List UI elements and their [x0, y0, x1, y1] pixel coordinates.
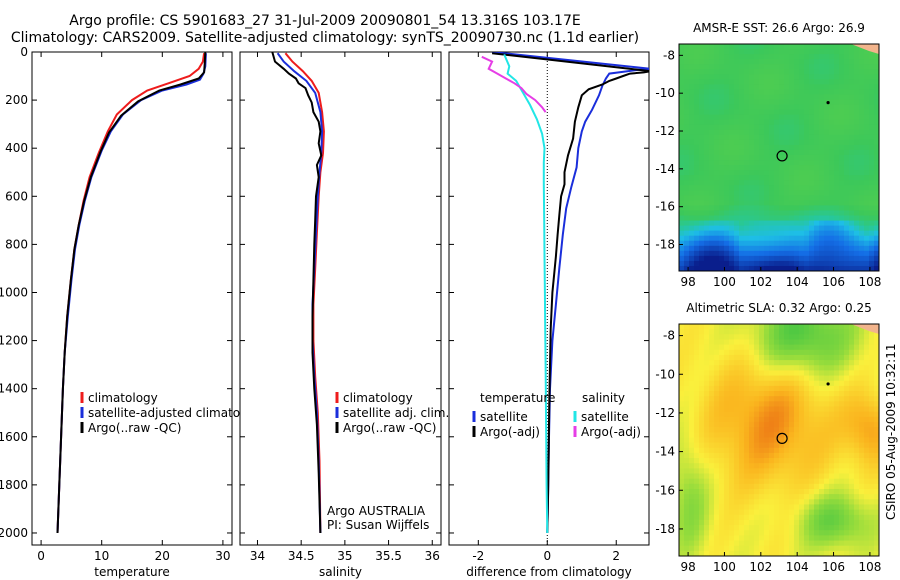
x-tick-label: 34.5 [288, 549, 315, 563]
x-tick-label: 20 [155, 549, 170, 563]
x-tick-label: 104 [786, 275, 809, 289]
previous-position-marker [826, 101, 830, 105]
y-tick-label: 1800 [0, 478, 28, 492]
y-tick-label: 1200 [0, 334, 28, 348]
legend-label: satellite [581, 410, 629, 424]
panel-annotation: PI: Susan Wijffels [327, 518, 429, 532]
y-tick-label: 800 [5, 237, 28, 251]
y-tick-label: 0 [20, 45, 28, 59]
panel-salinity: 34 34.5 35 35.5 36 salinity climatologysatelli… [239, 51, 449, 579]
profile-position-marker [776, 432, 788, 444]
x-axis-label: salinity [319, 565, 362, 579]
x-tick-label: 0 [37, 549, 45, 563]
series-line-3 [56, 52, 207, 534]
x-tick-label: 98 [680, 275, 695, 289]
x-tick-label: 10 [94, 549, 109, 563]
y-tick-label: -12 [655, 406, 675, 420]
y-tick-label: -18 [655, 522, 675, 536]
series-line-1 [491, 52, 649, 534]
y-tick-label: -12 [655, 124, 675, 138]
y-tick-label: 2000 [0, 526, 28, 540]
y-tick-label: 200 [5, 93, 28, 107]
x-tick-label: 98 [680, 560, 695, 574]
panel-temperature: 0 10 20 30 0 200 400 600 800 1000 1200 1400 1600 1800… [0, 45, 266, 579]
x-tick-label: 108 [858, 560, 881, 574]
land-patch [851, 44, 879, 54]
y-tick-label: 400 [5, 141, 28, 155]
figure-title-line-1: Argo profile: CS 5901683_27 31-Jul-2009 … [69, 13, 581, 29]
sst-map: 98 100 102 104 106 108 -8 -10 -12 -14 -16 -18 AMSR-E… [655, 21, 881, 289]
y-tick-label: -8 [663, 329, 675, 343]
y-tick-label: -18 [655, 238, 675, 252]
x-tick-label: 35 [337, 549, 352, 563]
y-tick-label: 600 [5, 189, 28, 203]
map-title: Altimetric SLA: 0.32 Argo: 0.25 [686, 301, 871, 315]
sla-map: 98 100 102 104 106 108 -8 -10 -12 -14 -16 -18 Altime… [655, 301, 881, 574]
x-tick-label: 108 [858, 275, 881, 289]
legend-header: salinity [582, 391, 625, 405]
x-tick-label: 100 [713, 275, 736, 289]
x-tick-label: 35.5 [375, 549, 402, 563]
x-tick-label: 34 [250, 549, 265, 563]
map-title: AMSR-E SST: 26.6 Argo: 26.9 [693, 21, 865, 35]
legend-label: Argo(..raw -QC) [88, 421, 181, 435]
legend-label: satellite [480, 410, 528, 424]
map-frame [678, 323, 880, 557]
profile-position-marker [776, 150, 788, 162]
y-tick-label: -10 [655, 367, 675, 381]
series-line-3 [503, 54, 549, 534]
legend-label: Argo(-adj) [480, 425, 540, 439]
x-axis-label: temperature [94, 565, 169, 579]
y-tick-label: 1000 [0, 285, 28, 299]
series-line-2 [491, 52, 649, 534]
panel-annotation: Argo AUSTRALIA [327, 504, 426, 518]
x-tick-label: 36 [425, 549, 440, 563]
plot-frame [31, 51, 233, 546]
y-tick-label: -10 [655, 86, 675, 100]
creation-stamp: CSIRO 05-Aug-2009 10:32:11 [884, 343, 898, 520]
x-tick-label: 100 [713, 560, 736, 574]
x-tick-label: -2 [472, 549, 484, 563]
y-tick-label: 1400 [0, 382, 28, 396]
figure-title-line-2: Climatology: CARS2009. Satellite-adjuste… [10, 30, 640, 46]
y-tick-label: -16 [655, 200, 675, 214]
map-frame [678, 43, 880, 272]
x-tick-label: 0 [543, 549, 551, 563]
x-tick-label: 102 [749, 275, 772, 289]
series-line-4 [481, 55, 547, 113]
legend-label: climatology [343, 391, 413, 405]
y-tick-label: -14 [655, 162, 675, 176]
y-tick-label: -16 [655, 483, 675, 497]
legend-label: satellite-adjusted climatology [88, 406, 266, 420]
x-tick-label: 102 [749, 560, 772, 574]
land-patch [851, 324, 879, 334]
plot-frame [239, 51, 442, 546]
x-axis-label: difference from climatology [466, 565, 632, 579]
y-tick-label: -14 [655, 445, 675, 459]
y-tick-label: -8 [663, 48, 675, 62]
legend-header: temperature [480, 391, 555, 405]
y-tick-label: 1600 [0, 430, 28, 444]
previous-position-marker [826, 382, 830, 386]
x-tick-label: 106 [822, 560, 845, 574]
x-tick-label: 30 [215, 549, 230, 563]
panel-difference: -2 0 2 difference from climatology temperatu… [448, 51, 650, 579]
legend-label: climatology [88, 391, 158, 405]
legend-label: Argo(-adj) [581, 425, 641, 439]
series-line-3 [271, 52, 323, 534]
x-tick-label: 106 [822, 275, 845, 289]
x-tick-label: 104 [786, 560, 809, 574]
legend-label: Argo(..raw -QC) [343, 421, 436, 435]
x-tick-label: 2 [612, 549, 620, 563]
legend-label: satellite adj. clim. [343, 406, 449, 420]
